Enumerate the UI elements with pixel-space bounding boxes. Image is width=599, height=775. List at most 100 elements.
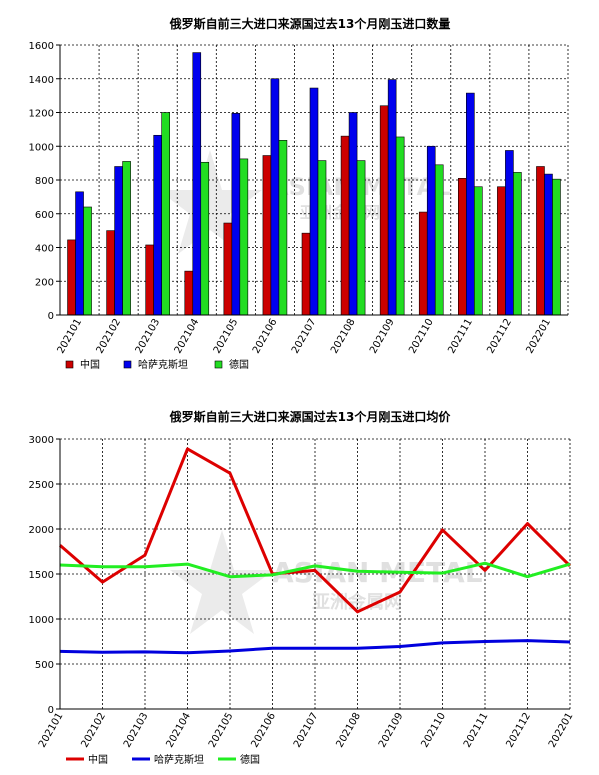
y-tick-label: 2000: [29, 525, 54, 536]
x-tick-label: 202109: [368, 317, 397, 356]
bar-0-202108: [340, 135, 350, 316]
bar-1-202102: [114, 166, 123, 316]
bar-1-202111: [466, 92, 475, 316]
x-tick-label: 202110: [419, 711, 448, 750]
y-tick-label: 1200: [29, 109, 54, 120]
x-tick-label: 202201: [547, 711, 576, 750]
x-tick-label: 202110: [407, 317, 436, 356]
x-tick-label: 202112: [504, 711, 533, 750]
legend-label-0: 中国: [80, 358, 100, 371]
bar-0-202106: [262, 155, 272, 316]
x-tick-label: 202106: [251, 317, 280, 356]
y-tick-label: 1500: [29, 570, 54, 581]
chart-2-lines: [59, 447, 572, 655]
x-tick-label: 202111: [446, 317, 475, 356]
bar-2-202112: [513, 172, 522, 316]
x-tick-label: 202201: [524, 317, 553, 356]
chart-2-y-ticks: 0 500 1000 1500 2000 2500 3000: [29, 435, 60, 716]
bar-1-202105: [231, 113, 241, 316]
x-tick-label: 202104: [173, 317, 202, 356]
y-tick-label: 200: [35, 277, 54, 288]
bar-0-202111: [458, 178, 467, 316]
bar-1-202107: [309, 87, 319, 316]
x-tick-label: 202103: [134, 317, 163, 356]
chart-1-x-ticks: 202101 202102 202103 202104 202105 202106 2021…: [56, 317, 554, 356]
bar-2-202106: [278, 140, 288, 316]
bar-1-202104: [192, 52, 202, 316]
watermark-sub-text: 亚洲金属网: [312, 591, 402, 613]
chart-1-bars: [67, 52, 561, 316]
x-tick-label: 202111: [462, 711, 491, 750]
legend-label-2: 德国: [229, 358, 249, 371]
x-tick-label: 202101: [56, 317, 85, 356]
bar-2-202109: [395, 136, 405, 316]
x-tick-label: 202105: [212, 317, 241, 356]
x-tick-label: 202104: [164, 711, 193, 750]
bar-0-202105: [223, 222, 233, 316]
bar-0-202101: [67, 239, 76, 316]
bar-2-202101: [83, 206, 92, 316]
x-tick-label: 202105: [207, 711, 236, 750]
legend-swatch-1: [123, 360, 132, 369]
bar-0-202110: [418, 211, 428, 316]
bar-0-202104: [184, 270, 194, 316]
chart-2-legend: 中国 哈萨克斯坦 德国: [66, 753, 260, 766]
bar-1-202108: [348, 112, 358, 316]
legend-swatch-2: [214, 360, 223, 369]
y-tick-label: 3000: [29, 435, 54, 446]
x-tick-label: 202102: [95, 317, 124, 356]
bar-0-202109: [379, 105, 389, 316]
bar-2-202102: [122, 161, 131, 316]
x-tick-label: 202102: [79, 711, 108, 750]
y-tick-label: 1400: [29, 75, 54, 86]
x-tick-label: 202106: [249, 711, 278, 750]
y-tick-label: 0: [48, 311, 54, 322]
y-tick-label: 400: [35, 244, 54, 255]
chart-1-y-ticks: 0 200 400 600 800 1000 1200 1400 1600: [29, 41, 60, 322]
bar-2-202108: [356, 160, 366, 316]
x-tick-label: 202108: [329, 317, 358, 356]
bar-2-202103: [161, 112, 170, 316]
bar-0-202107: [301, 232, 311, 316]
legend-label-0: 中国: [88, 753, 108, 766]
bar-0-202112: [497, 186, 506, 316]
bar-2-202105: [239, 158, 249, 316]
x-tick-label: 202107: [292, 711, 321, 750]
watermark-star-icon: [158, 150, 262, 254]
x-tick-label: 202108: [334, 711, 363, 750]
bar-1-202109: [387, 79, 397, 316]
line-series-1: [59, 639, 571, 655]
bar-0-202201: [536, 166, 545, 316]
bar-1-202110: [426, 145, 436, 316]
bar-2-202201: [552, 178, 561, 316]
bar-1-202101: [75, 191, 84, 316]
line-series-0: [59, 447, 572, 614]
legend-label-1: 哈萨克斯坦: [138, 358, 188, 371]
legend-swatch-0: [65, 360, 74, 369]
y-tick-label: 0: [48, 705, 54, 716]
y-tick-label: 1000: [29, 142, 54, 153]
x-tick-label: 202109: [377, 711, 406, 750]
y-tick-label: 1600: [29, 41, 54, 52]
y-tick-label: 2500: [29, 480, 54, 491]
bar-1-202201: [544, 173, 553, 316]
x-tick-label: 202112: [485, 317, 514, 356]
bar-0-202103: [145, 244, 154, 316]
chart-2-gridlines: [60, 438, 571, 709]
chart-2-x-ticks: 202101 202102 202103 202104 202105 202106 2021…: [37, 711, 576, 750]
y-tick-label: 600: [35, 210, 54, 221]
x-tick-label: 202107: [290, 317, 319, 356]
x-tick-label: 202103: [122, 711, 151, 750]
bar-2-202107: [317, 160, 327, 316]
x-tick-label: 202101: [37, 711, 66, 750]
line-series-2: [59, 561, 571, 579]
y-tick-label: 800: [35, 176, 54, 187]
legend-label-1: 哈萨克斯坦: [154, 753, 204, 766]
y-tick-label: 1000: [29, 615, 54, 626]
bar-2-202110: [434, 164, 444, 316]
bar-0-202102: [106, 230, 115, 316]
bar-1-202103: [153, 134, 162, 316]
chart-1-legend: 中国 哈萨克斯坦 德国: [65, 358, 249, 371]
bar-2-202104: [200, 161, 210, 316]
